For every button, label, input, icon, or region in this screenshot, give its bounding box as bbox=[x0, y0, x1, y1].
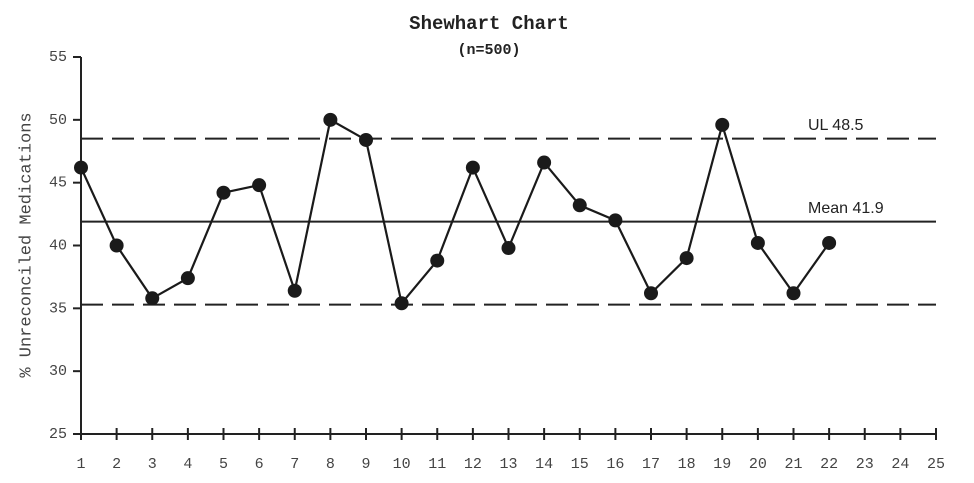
data-point bbox=[715, 117, 730, 132]
data-point bbox=[786, 286, 801, 301]
y-tick-label: 45 bbox=[49, 175, 67, 192]
x-tick-label: 15 bbox=[571, 456, 589, 473]
x-tick-label: 8 bbox=[326, 456, 335, 473]
data-point bbox=[359, 132, 373, 147]
y-tick-label: 30 bbox=[49, 363, 67, 380]
x-tick-label: 5 bbox=[219, 456, 228, 473]
data-point bbox=[465, 160, 480, 175]
data-point bbox=[287, 283, 302, 298]
x-tick-label: 13 bbox=[499, 456, 517, 473]
data-point bbox=[145, 291, 160, 306]
data-point bbox=[74, 160, 88, 175]
reference-label: Mean 41.9 bbox=[808, 200, 884, 217]
x-tick-label: 9 bbox=[361, 456, 370, 473]
x-tick-label: 24 bbox=[891, 456, 909, 473]
x-tick-label: 20 bbox=[749, 456, 767, 473]
data-point bbox=[644, 286, 658, 301]
chart-title: Shewhart Chart bbox=[409, 13, 569, 35]
data-point bbox=[430, 253, 445, 268]
data-point bbox=[216, 185, 231, 200]
data-point bbox=[572, 198, 587, 213]
data-point bbox=[109, 238, 124, 253]
data-point bbox=[537, 155, 552, 170]
y-tick-label: 40 bbox=[49, 237, 67, 254]
x-tick-label: 10 bbox=[393, 456, 411, 473]
y-tick-label: 35 bbox=[49, 300, 67, 317]
chart-subtitle: (n=500) bbox=[457, 42, 520, 59]
x-tick-label: 2 bbox=[112, 456, 121, 473]
data-line bbox=[79, 118, 831, 306]
x-tick-label: 17 bbox=[642, 456, 660, 473]
x-tick-label: 16 bbox=[606, 456, 624, 473]
y-tick-label: 25 bbox=[49, 426, 67, 443]
data-point bbox=[822, 235, 837, 250]
x-tick-label: 6 bbox=[255, 456, 264, 473]
y-tick-label: 50 bbox=[49, 112, 67, 129]
y-axis-label: % Unreconciled Medications bbox=[17, 112, 36, 377]
data-point bbox=[608, 213, 623, 228]
data-point bbox=[501, 241, 516, 256]
y-tick-label: 55 bbox=[49, 49, 67, 66]
x-tick-label: 19 bbox=[713, 456, 731, 473]
data-point bbox=[394, 296, 409, 311]
data-point bbox=[750, 235, 765, 250]
data-point bbox=[679, 251, 694, 266]
x-tick-label: 22 bbox=[820, 456, 838, 473]
x-tick-label: 25 bbox=[927, 456, 945, 473]
data-point bbox=[180, 271, 195, 286]
data-point bbox=[252, 178, 267, 193]
x-tick-label: 23 bbox=[856, 456, 874, 473]
x-tick-label: 7 bbox=[290, 456, 299, 473]
x-tick-label: 21 bbox=[784, 456, 802, 473]
x-tick-label: 4 bbox=[183, 456, 192, 473]
x-tick-label: 18 bbox=[678, 456, 696, 473]
x-tick-label: 3 bbox=[148, 456, 157, 473]
x-tick-label: 14 bbox=[535, 456, 553, 473]
reference-label: UL 48.5 bbox=[808, 117, 864, 134]
data-point bbox=[323, 112, 338, 127]
x-tick-label: 11 bbox=[428, 456, 446, 473]
x-tick-label: 1 bbox=[76, 456, 85, 473]
x-tick-label: 12 bbox=[464, 456, 482, 473]
